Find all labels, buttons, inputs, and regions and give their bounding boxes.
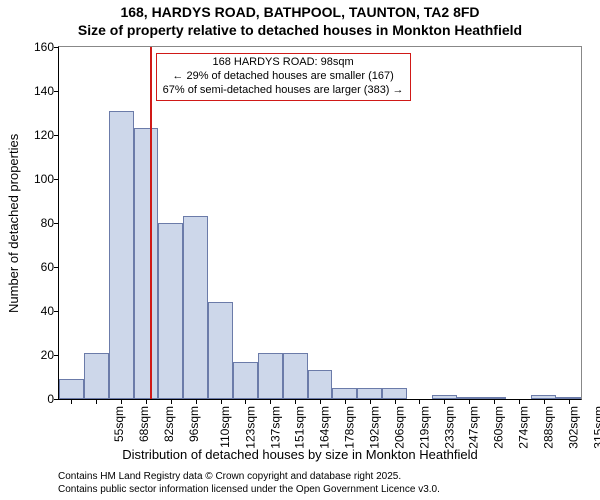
y-tick-label: 100: [14, 172, 54, 186]
x-tick-mark: [320, 400, 321, 404]
bar: [531, 395, 556, 399]
x-tick-mark: [419, 400, 420, 404]
annotation-box: 168 HARDYS ROAD: 98sqm ← 29% of detached…: [156, 53, 411, 101]
x-tick-mark: [544, 400, 545, 404]
y-tick-mark: [54, 135, 58, 136]
y-tick-mark: [54, 47, 58, 48]
bar: [109, 111, 134, 399]
x-tick-label: 206sqm: [393, 406, 407, 449]
bar: [357, 388, 382, 399]
x-tick-mark: [370, 400, 371, 404]
bar: [134, 128, 159, 399]
x-tick-label: 137sqm: [268, 406, 282, 449]
x-tick-mark: [295, 400, 296, 404]
x-tick-label: 315sqm: [591, 406, 600, 449]
x-tick-mark: [196, 400, 197, 404]
bar: [332, 388, 357, 399]
plot-area: 168 HARDYS ROAD: 98sqm ← 29% of detached…: [58, 46, 582, 400]
x-tick-label: 260sqm: [492, 406, 506, 449]
footer-line1: Contains HM Land Registry data © Crown c…: [58, 471, 440, 484]
y-tick-mark: [54, 355, 58, 356]
reference-vline: [150, 47, 152, 399]
y-tick-label: 160: [14, 40, 54, 54]
y-tick-label: 0: [14, 392, 54, 406]
x-tick-mark: [146, 400, 147, 404]
bar: [258, 353, 283, 399]
annotation-line3: 67% of semi-detached houses are larger (…: [163, 84, 404, 98]
x-tick-mark: [270, 400, 271, 404]
y-tick-mark: [54, 91, 58, 92]
x-tick-label: 96sqm: [187, 406, 201, 442]
bar: [382, 388, 407, 399]
bar: [432, 395, 457, 399]
annotation-line2: ← 29% of detached houses are smaller (16…: [163, 70, 404, 84]
y-tick-mark: [54, 223, 58, 224]
y-tick-mark: [54, 267, 58, 268]
bar: [482, 397, 507, 399]
x-tick-label: 288sqm: [542, 406, 556, 449]
x-tick-label: 247sqm: [467, 406, 481, 449]
chart-container: 168, HARDYS ROAD, BATHPOOL, TAUNTON, TA2…: [0, 0, 600, 500]
x-tick-label: 151sqm: [293, 406, 307, 449]
x-tick-mark: [245, 400, 246, 404]
annotation-line1: 168 HARDYS ROAD: 98sqm: [163, 56, 404, 70]
bar: [457, 397, 482, 399]
bar: [233, 362, 258, 399]
footer: Contains HM Land Registry data © Crown c…: [58, 471, 440, 496]
x-tick-mark: [171, 400, 172, 404]
x-tick-mark: [569, 400, 570, 404]
x-tick-label: 164sqm: [318, 406, 332, 449]
bar: [556, 397, 581, 399]
x-tick-label: 192sqm: [368, 406, 382, 449]
x-tick-mark: [395, 400, 396, 404]
x-tick-mark: [121, 400, 122, 404]
x-tick-mark: [96, 400, 97, 404]
x-tick-label: 233sqm: [442, 406, 456, 449]
bar: [208, 302, 233, 399]
y-tick-mark: [54, 179, 58, 180]
bar: [59, 379, 84, 399]
footer-line2: Contains public sector information licen…: [58, 484, 440, 497]
x-axis-label: Distribution of detached houses by size …: [0, 447, 600, 462]
x-tick-label: 68sqm: [137, 406, 151, 442]
y-tick-label: 60: [14, 260, 54, 274]
y-tick-label: 80: [14, 216, 54, 230]
x-tick-label: 302sqm: [567, 406, 581, 449]
x-tick-mark: [221, 400, 222, 404]
chart-title-line2: Size of property relative to detached ho…: [0, 22, 600, 38]
x-tick-mark: [494, 400, 495, 404]
x-tick-label: 123sqm: [243, 406, 257, 449]
x-tick-mark: [519, 400, 520, 404]
x-tick-label: 178sqm: [343, 406, 357, 449]
x-tick-label: 274sqm: [517, 406, 531, 449]
y-tick-label: 120: [14, 128, 54, 142]
x-tick-label: 110sqm: [218, 406, 232, 448]
bar: [158, 223, 183, 399]
y-tick-mark: [54, 311, 58, 312]
x-tick-label: 219sqm: [417, 406, 431, 449]
y-tick-label: 140: [14, 84, 54, 98]
bar: [308, 370, 333, 399]
x-tick-mark: [444, 400, 445, 404]
x-tick-label: 55sqm: [112, 406, 126, 442]
y-tick-mark: [54, 399, 58, 400]
x-tick-mark: [345, 400, 346, 404]
bar: [283, 353, 308, 399]
bar: [84, 353, 109, 399]
x-tick-label: 82sqm: [162, 406, 176, 442]
chart-title-line1: 168, HARDYS ROAD, BATHPOOL, TAUNTON, TA2…: [0, 4, 600, 20]
bar: [183, 216, 208, 399]
x-tick-mark: [71, 400, 72, 404]
x-tick-mark: [469, 400, 470, 404]
y-tick-label: 20: [14, 348, 54, 362]
y-tick-label: 40: [14, 304, 54, 318]
